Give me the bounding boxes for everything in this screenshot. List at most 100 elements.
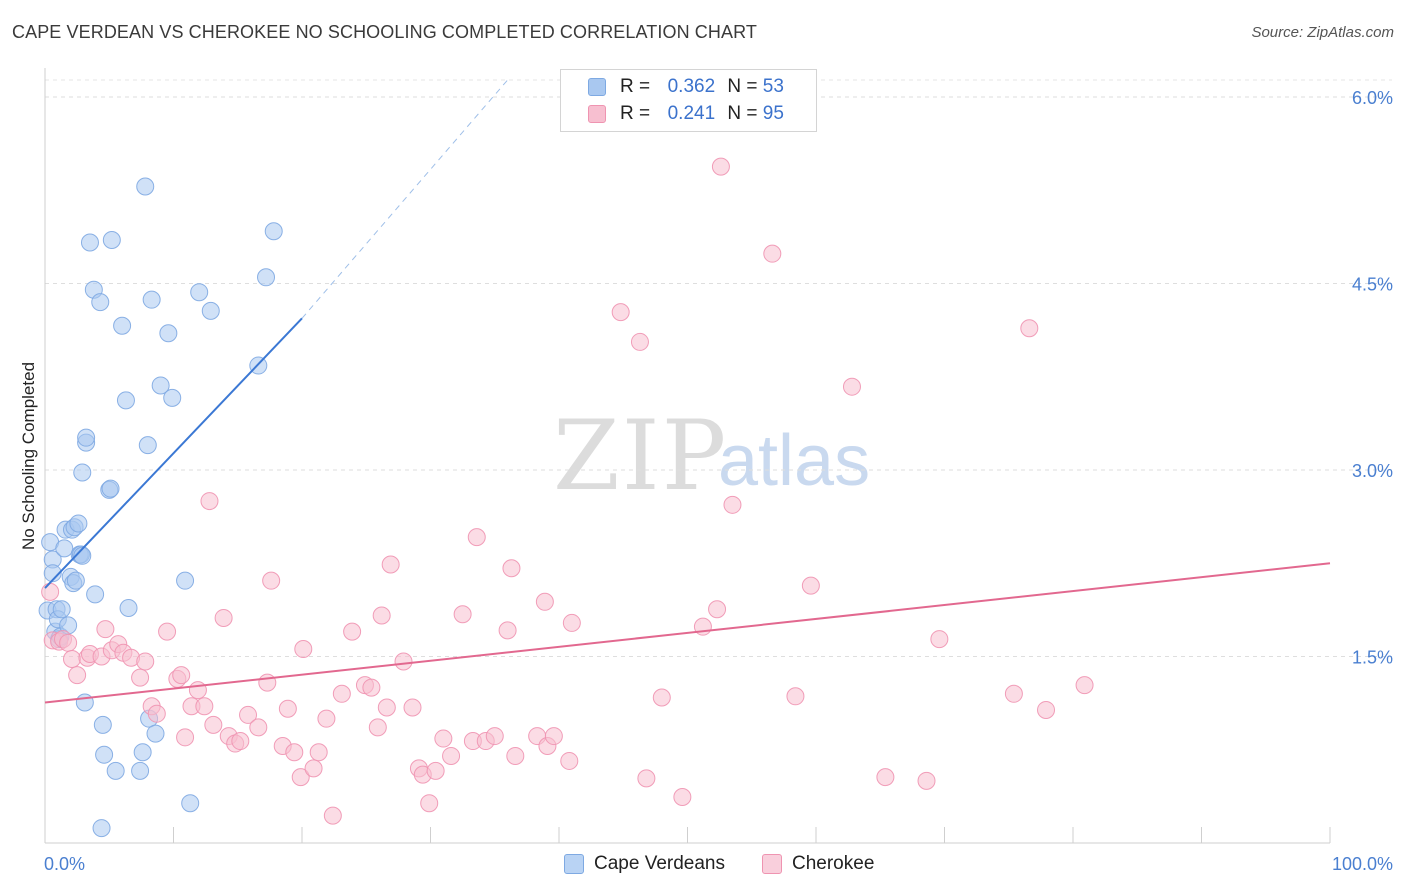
- point-cape-verdean: [69, 514, 88, 533]
- bottom-legend-swatch-blue: [564, 854, 584, 874]
- point-cape-verdean: [163, 388, 182, 407]
- legend-r-label: R =: [620, 76, 651, 97]
- point-cape-verdean: [86, 585, 105, 604]
- legend: R = 0.362 N = 53 R = 0.241 N = 95: [560, 69, 817, 132]
- point-cherokee: [708, 600, 727, 619]
- bottom-legend-cape-verdeans: Cape Verdeans: [564, 852, 725, 876]
- axis-labels: 1.5% 3.0% 4.5% 6.0% 0.0% 100.0% No Schooling C…: [19, 88, 1393, 874]
- point-cape-verdean: [95, 745, 114, 764]
- bottom-legend-label: Cape Verdeans: [594, 853, 725, 874]
- point-cherokee: [147, 704, 166, 723]
- point-cape-verdean: [55, 539, 74, 558]
- trend-lines: [44, 79, 1331, 704]
- point-cherokee: [434, 729, 453, 748]
- point-cherokee: [917, 771, 936, 790]
- point-cherokee: [723, 495, 742, 514]
- point-cherokee: [262, 571, 281, 590]
- point-cherokee: [362, 678, 381, 697]
- point-cherokee: [239, 705, 258, 724]
- point-cherokee: [62, 649, 81, 668]
- legend-n-label: N =: [727, 76, 758, 97]
- point-cherokee: [200, 492, 219, 511]
- point-cherokee: [1075, 676, 1094, 695]
- x-tick-label: 100.0%: [1332, 854, 1393, 874]
- y-tick-label: 4.5%: [1352, 275, 1393, 295]
- point-cherokee: [323, 806, 342, 825]
- point-cape-verdean: [146, 724, 165, 743]
- legend-n-value: 95: [762, 103, 784, 124]
- point-cherokee: [96, 620, 115, 639]
- point-cherokee: [498, 621, 517, 640]
- point-cherokee: [131, 668, 150, 687]
- point-cherokee: [637, 769, 656, 788]
- legend-n-label: N =: [727, 103, 758, 124]
- x-tick-label: 0.0%: [44, 854, 85, 874]
- legend-r-value: 0.362: [667, 76, 716, 97]
- point-cherokee: [291, 768, 310, 787]
- point-cherokee: [381, 555, 400, 574]
- point-cape-verdean: [80, 233, 99, 252]
- point-cherokee: [442, 746, 461, 765]
- point-cherokee: [711, 157, 730, 176]
- y-tick-label: 6.0%: [1352, 88, 1393, 108]
- point-cherokee: [786, 687, 805, 706]
- point-cherokee: [294, 640, 313, 659]
- point-cape-verdean: [138, 436, 157, 455]
- point-cape-verdean: [142, 290, 161, 309]
- watermark-atlas: atlas: [718, 421, 871, 501]
- y-tick-label: 1.5%: [1352, 648, 1393, 668]
- point-cherokee: [1020, 319, 1039, 338]
- point-cape-verdean: [43, 564, 62, 583]
- point-cape-verdean: [151, 376, 170, 395]
- bottom-legend-cherokee: Cherokee: [762, 852, 874, 876]
- data-points: [38, 157, 1094, 838]
- point-cherokee: [195, 697, 214, 716]
- point-cherokee: [176, 728, 195, 747]
- point-cherokee: [763, 244, 782, 263]
- point-cherokee: [317, 709, 336, 728]
- source-label: Source: ZipAtlas.com: [1251, 24, 1394, 41]
- bottom-legend-label: Cherokee: [792, 853, 875, 874]
- point-cape-verdean: [73, 463, 92, 482]
- point-cape-verdean: [201, 301, 220, 320]
- point-cherokee: [59, 633, 78, 652]
- point-cherokee: [535, 592, 554, 611]
- legend-r-label: R =: [620, 103, 651, 124]
- point-cherokee: [630, 332, 649, 351]
- point-cherokee: [343, 622, 362, 641]
- legend-swatch-blue: [588, 78, 606, 96]
- point-cherokee: [394, 652, 413, 671]
- point-cherokee: [876, 768, 895, 787]
- y-tick-label: 3.0%: [1352, 461, 1393, 481]
- point-cape-verdean: [119, 599, 138, 618]
- point-cape-verdean: [181, 794, 200, 813]
- point-cherokee: [467, 528, 486, 547]
- point-cape-verdean: [264, 222, 283, 241]
- point-cherokee: [372, 606, 391, 625]
- point-cherokee: [673, 787, 692, 806]
- point-cherokee: [258, 673, 277, 692]
- point-cherokee: [158, 622, 177, 641]
- legend-row-cape-verdeans: R = 0.362 N = 53: [561, 74, 784, 100]
- legend-n-value: 53: [762, 76, 784, 97]
- point-cherokee: [249, 718, 268, 737]
- point-cherokee: [188, 681, 207, 700]
- point-cherokee: [1004, 684, 1023, 703]
- point-cherokee: [68, 666, 87, 685]
- trend-line-extension: [301, 79, 508, 319]
- legend-r-value: 0.241: [667, 103, 716, 124]
- point-cape-verdean: [133, 743, 152, 762]
- point-cherokee: [506, 746, 525, 765]
- point-cherokee: [304, 759, 323, 778]
- point-cape-verdean: [93, 715, 112, 734]
- point-cape-verdean: [257, 268, 276, 287]
- point-cape-verdean: [113, 316, 132, 335]
- point-cherokee: [611, 303, 630, 322]
- point-cape-verdean: [136, 177, 155, 196]
- chart-title: CAPE VERDEAN VS CHEROKEE NO SCHOOLING CO…: [12, 22, 757, 42]
- point-cherokee: [426, 761, 445, 780]
- point-cherokee: [420, 794, 439, 813]
- point-cherokee: [652, 688, 671, 707]
- point-cape-verdean: [190, 283, 209, 302]
